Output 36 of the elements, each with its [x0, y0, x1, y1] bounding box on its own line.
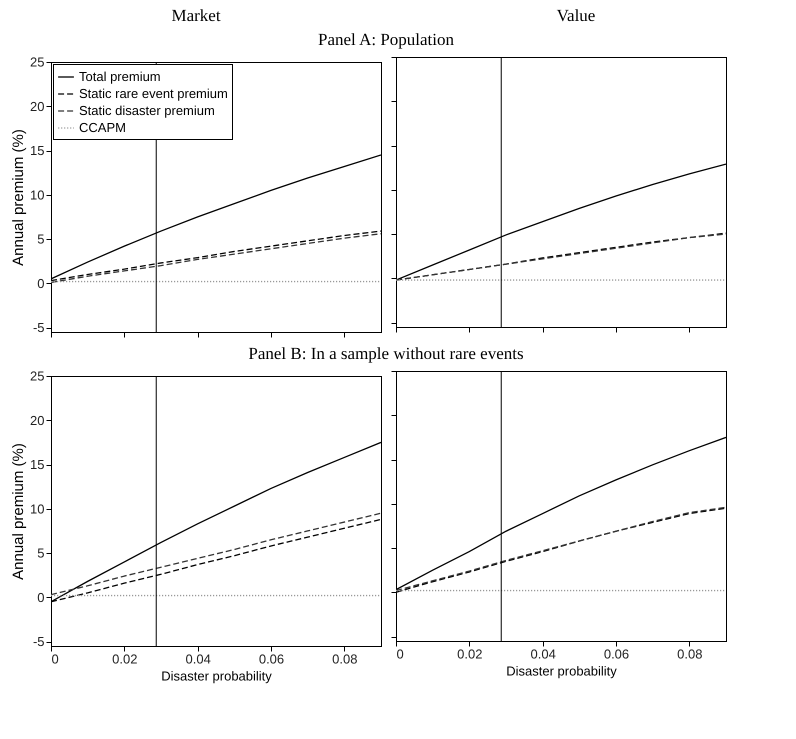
x-tick-label: 0.04 — [530, 646, 556, 662]
y-tick-label: 25 — [30, 368, 44, 384]
legend-label: Static rare event premium — [79, 86, 228, 101]
x-axis-title: Disaster probability — [506, 664, 618, 678]
y-tick-label: 25 — [30, 54, 44, 70]
legend-label: CCAPM — [79, 120, 126, 135]
y-tick-label: 15 — [30, 457, 44, 472]
y-axis-title: Annual premium (%) — [10, 129, 28, 266]
chart-title: Value — [556, 5, 596, 27]
x-tick-label: 0.04 — [186, 652, 211, 666]
y-tick-label: 0 — [37, 590, 44, 605]
y-tick-label: -5 — [32, 634, 44, 650]
chart-subtitle: Panel A: Population — [317, 29, 455, 51]
y-tick-label: 20 — [30, 412, 44, 428]
y-tick-label: -5 — [32, 320, 44, 336]
chart-title: Market — [170, 5, 222, 27]
legend-label: Total premium — [79, 69, 161, 84]
x-tick-label: 0.06 — [604, 646, 630, 662]
x-tick-label: 0.06 — [258, 652, 284, 666]
y-tick-label: 20 — [30, 98, 44, 114]
y-tick-label: 5 — [37, 546, 44, 561]
y-tick-label: 5 — [37, 232, 44, 247]
y-tick-label: 0 — [37, 276, 44, 291]
y-axis-title: Annual premium (%) — [10, 443, 28, 580]
x-axis-title: Disaster probability — [161, 668, 272, 684]
chart-title: Panel B: In a sample without rare events — [247, 343, 525, 365]
y-tick-label: 15 — [30, 143, 44, 158]
x-tick-label: 0.08 — [332, 652, 358, 666]
legend-label: Static disaster premium — [79, 103, 215, 118]
y-tick-label: 10 — [30, 187, 44, 202]
x-tick-label: 0.02 — [112, 652, 138, 666]
x-tick-label: 0 — [396, 646, 404, 662]
x-tick-label: 0.02 — [457, 646, 482, 662]
x-tick-label: 0.08 — [677, 646, 702, 662]
y-tick-label: 10 — [30, 501, 44, 516]
x-tick-label: 0 — [52, 652, 59, 666]
